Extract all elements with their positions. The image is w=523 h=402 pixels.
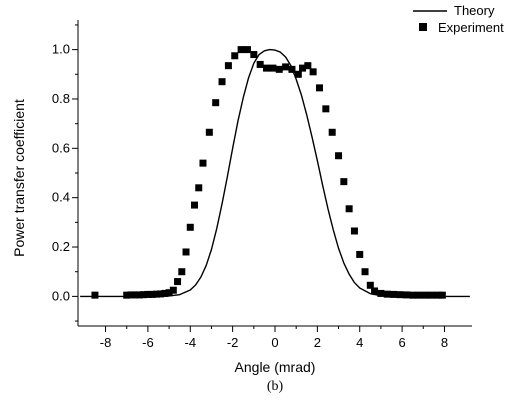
experiment-point	[243, 46, 251, 54]
experiment-point	[345, 205, 353, 213]
experiment-point	[377, 289, 385, 297]
experiment-point	[123, 291, 131, 299]
experiment-point	[328, 128, 336, 136]
experiment-point	[315, 84, 323, 92]
experiment-point	[140, 291, 148, 299]
experiment-point	[135, 291, 143, 299]
experiment-point	[131, 291, 139, 299]
x-tick-label: -6	[142, 335, 154, 350]
experiment-point	[340, 178, 348, 186]
legend-label-experiment: Experiment	[438, 20, 504, 35]
experiment-point	[152, 290, 160, 298]
experiment-point	[371, 287, 379, 295]
series-theory-line	[80, 48, 470, 298]
experiment-point	[275, 65, 283, 73]
legend-label-theory: Theory	[454, 3, 495, 18]
experiment-point	[415, 291, 423, 299]
experiment-point	[294, 70, 302, 78]
experiment-point	[335, 152, 343, 160]
experiment-point	[212, 99, 220, 107]
experiment-point	[182, 248, 190, 256]
experiment-point	[205, 128, 213, 136]
x-tick-label: 0	[271, 335, 278, 350]
experiment-point	[421, 291, 429, 299]
experiment-point	[178, 268, 186, 276]
experiment-point	[304, 62, 312, 70]
experiment-point	[186, 223, 194, 231]
y-axis-title: Power transfer coefficient	[11, 99, 27, 257]
experiment-point	[434, 291, 442, 299]
experiment-point	[390, 290, 398, 298]
y-tick-label: 1.0	[52, 42, 70, 57]
y-tick-label: 0.2	[52, 239, 70, 254]
experiment-point	[322, 105, 330, 113]
experiment-point	[269, 64, 277, 72]
experiment-point	[195, 184, 203, 192]
experiment-point	[256, 60, 264, 68]
experiment-point	[282, 63, 290, 71]
experiment-point	[161, 289, 169, 297]
x-tick-label: 8	[441, 335, 448, 350]
x-tick-label: 4	[356, 335, 363, 350]
experiment-point	[402, 291, 410, 299]
experiment-point	[91, 291, 99, 299]
plot-area-series	[80, 46, 470, 299]
experiment-point	[428, 291, 436, 299]
experiment-point	[263, 64, 271, 72]
experiment-point	[409, 291, 417, 299]
experiment-point	[224, 62, 232, 70]
x-axis-title: Angle (mrad)	[235, 359, 316, 375]
experiment-point	[383, 290, 391, 298]
experiment-point	[237, 46, 245, 54]
experiment-point	[148, 290, 156, 298]
y-tick-label: 0.4	[52, 190, 70, 205]
x-tick-label: -4	[184, 335, 196, 350]
experiment-point	[144, 290, 152, 298]
experiment-point	[127, 291, 135, 299]
experiment-point	[250, 51, 258, 59]
experiment-point	[356, 250, 364, 258]
experiment-point	[199, 159, 207, 167]
y-tick-label: 0.6	[52, 140, 70, 155]
experiment-point	[299, 64, 307, 72]
experiment-point	[218, 78, 226, 86]
figure-caption: (b)	[267, 379, 284, 394]
experiment-point	[169, 286, 177, 294]
experiment-point	[288, 65, 296, 73]
legend-square-swatch	[419, 23, 427, 31]
y-tick-label: 0.8	[52, 91, 70, 106]
x-tick-label: -8	[100, 335, 112, 350]
x-tick-label: 2	[314, 335, 321, 350]
experiment-point	[157, 290, 165, 298]
experiment-point	[350, 227, 358, 235]
tick-labels: -8 -6 -4 -2 0 2 4 6 8 0.0 0.2 0.4 0.6 0.8 1.0	[52, 42, 448, 350]
experiment-point	[309, 68, 317, 76]
y-tick-label: 0.0	[52, 288, 70, 303]
experiment-point	[361, 268, 369, 276]
experiment-point	[366, 281, 374, 289]
x-tick-label: -2	[227, 335, 239, 350]
experiment-point	[174, 278, 182, 286]
experiment-point	[396, 291, 404, 299]
experiment-point	[165, 289, 173, 297]
x-tick-label: 6	[398, 335, 405, 350]
ticks	[72, 24, 445, 332]
legend: Theory Experiment	[413, 3, 504, 35]
experiment-point	[231, 52, 239, 60]
experiment-point	[438, 291, 446, 299]
experiment-point	[191, 201, 199, 209]
